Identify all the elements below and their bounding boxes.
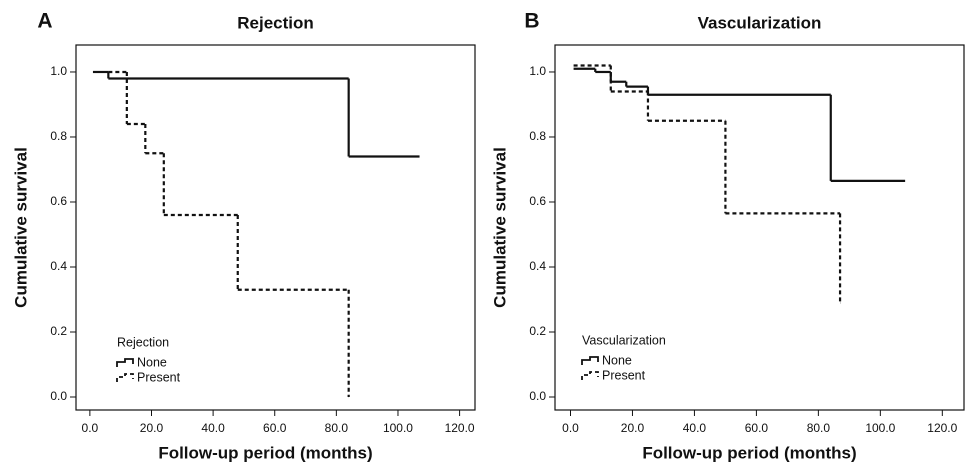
legend-symbol <box>116 358 134 367</box>
legend-title: Vascularization <box>582 333 666 347</box>
y-tick-label: 0.8 <box>50 129 67 143</box>
y-tick-label: 0.0 <box>529 389 546 403</box>
y-tick-label: 0.6 <box>529 194 546 208</box>
y-tick-label: 0.4 <box>50 259 67 273</box>
legend-title: Rejection <box>117 335 169 349</box>
x-tick-label: 20.0 <box>140 421 164 435</box>
x-axis-label: Follow-up period (months) <box>642 443 856 462</box>
y-axis-label: Cumulative survival <box>11 147 30 308</box>
panel-label: A <box>37 10 52 33</box>
x-tick-label: 20.0 <box>621 421 645 435</box>
x-tick-label: 40.0 <box>201 421 225 435</box>
x-tick-label: 0.0 <box>82 421 99 435</box>
y-tick-label: 0.2 <box>50 324 67 338</box>
legend-label: None <box>602 353 632 367</box>
plot-frame <box>554 44 965 411</box>
legend-label: Present <box>137 370 181 384</box>
y-tick-label: 0.6 <box>50 194 67 208</box>
x-tick-label: 120.0 <box>927 421 957 435</box>
km-curve <box>573 64 842 303</box>
x-tick-label: 100.0 <box>865 421 895 435</box>
legend-symbol <box>116 373 134 382</box>
x-tick-label: 0.0 <box>562 421 579 435</box>
y-tick-label: 1.0 <box>50 64 67 78</box>
y-tick-label: 0.2 <box>529 324 546 338</box>
chart-title: Rejection <box>237 13 314 32</box>
y-tick-label: 0.8 <box>529 129 546 143</box>
km-curve <box>573 67 906 182</box>
x-axis-label: Follow-up period (months) <box>158 443 372 462</box>
legend-label: Present <box>602 368 646 382</box>
legend-label: None <box>137 355 167 369</box>
x-tick-label: 80.0 <box>325 421 349 435</box>
legend-symbol <box>581 356 599 365</box>
x-tick-label: 120.0 <box>445 421 475 435</box>
panel-label: B <box>524 10 539 33</box>
y-tick-label: 0.4 <box>529 259 546 273</box>
x-tick-label: 100.0 <box>383 421 413 435</box>
x-tick-label: 80.0 <box>807 421 831 435</box>
x-tick-label: 60.0 <box>263 421 287 435</box>
x-tick-label: 40.0 <box>683 421 707 435</box>
km-curve <box>92 70 420 158</box>
y-tick-label: 0.0 <box>50 389 67 403</box>
km-curve <box>108 70 350 397</box>
y-tick-label: 1.0 <box>529 64 546 78</box>
y-axis-label: Cumulative survival <box>490 147 509 308</box>
chart-title: Vascularization <box>698 13 822 32</box>
x-tick-label: 60.0 <box>745 421 769 435</box>
plot-frame <box>75 44 476 411</box>
legend-symbol <box>581 371 599 380</box>
